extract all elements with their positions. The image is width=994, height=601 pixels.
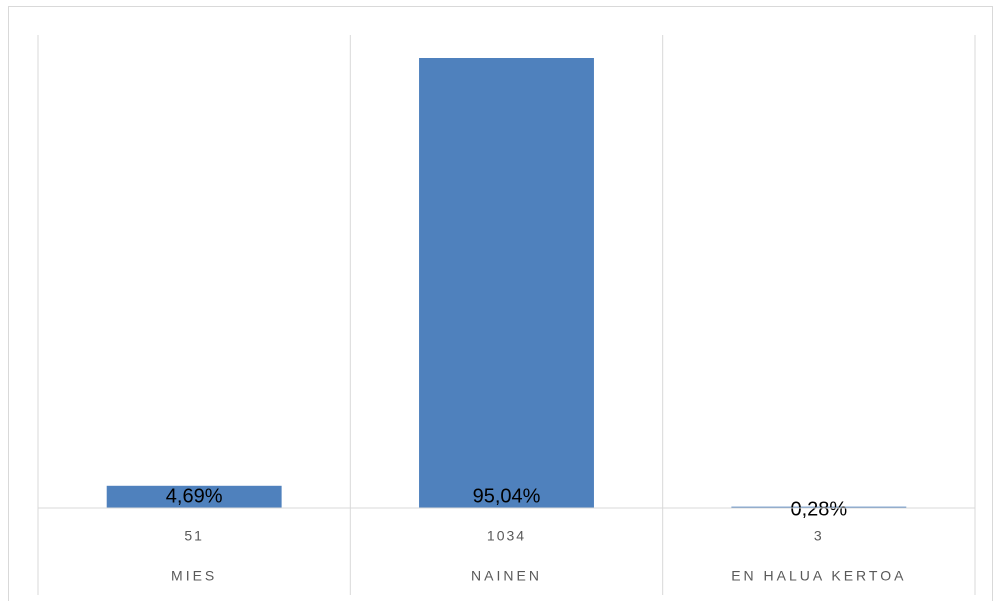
bar <box>731 506 907 508</box>
bar <box>106 485 282 508</box>
bar <box>419 58 594 508</box>
chart-frame <box>8 6 993 601</box>
x-tick-label: NAINEN <box>471 568 542 584</box>
x-tick-label: MIES <box>171 568 217 584</box>
x-tick-label: EN HALUA KERTOA <box>731 568 906 584</box>
count-label: 1034 <box>487 528 526 544</box>
data-label: 95,04% <box>473 485 541 507</box>
count-label: 51 <box>184 528 204 544</box>
data-label: 0,28% <box>790 499 847 521</box>
data-label: 4,69% <box>166 485 223 507</box>
count-label: 3 <box>814 528 824 544</box>
